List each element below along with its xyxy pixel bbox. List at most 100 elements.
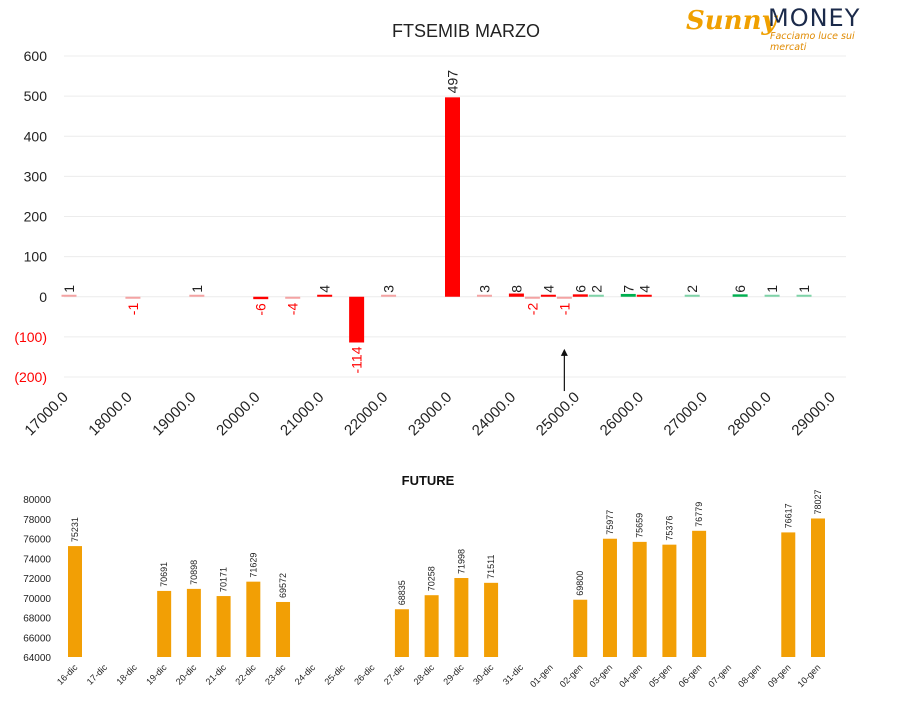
data-label: 68835	[397, 580, 407, 605]
x-tick-label: 05-gen	[647, 662, 674, 689]
x-tick-label: 01-gen	[528, 662, 555, 689]
bar	[572, 294, 588, 297]
x-tick-label: 08-gen	[736, 662, 763, 689]
chart2-title: FUTURE	[402, 473, 455, 488]
bar	[636, 294, 652, 297]
data-label: 75659	[635, 513, 645, 538]
data-label: 6	[572, 285, 588, 293]
y-tick-label: 100	[24, 249, 48, 265]
bar	[61, 294, 77, 297]
bar	[796, 294, 812, 297]
y-tick-label: 0	[39, 289, 47, 305]
bar	[556, 296, 572, 299]
bar	[692, 530, 707, 657]
bar	[476, 294, 492, 297]
bar	[811, 518, 825, 657]
x-tick-label: 26-dic	[352, 662, 377, 687]
bar	[246, 581, 261, 657]
x-tick-label: 09-gen	[766, 662, 793, 689]
bar	[125, 296, 141, 299]
x-tick-label: 25-dic	[322, 662, 347, 687]
logo-sunny-text: Sunny	[686, 6, 777, 36]
bar	[602, 538, 617, 657]
y-tick-label: 70000	[23, 594, 51, 605]
chart2-bars	[68, 518, 825, 657]
x-tick-label: 18000.0	[85, 389, 135, 439]
data-label: 71511	[486, 554, 496, 578]
x-tick-label: 02-gen	[558, 662, 585, 689]
y-tick-label: 64000	[23, 653, 51, 664]
data-label: 75376	[664, 516, 674, 541]
data-label: 76779	[694, 502, 704, 527]
chart1-x-axis: 17000.0 18000.0 19000.0 20000.0 21000.0 22000…	[21, 389, 838, 439]
bar	[620, 293, 636, 297]
bar	[424, 595, 439, 657]
data-label: 70171	[219, 567, 229, 592]
x-tick-label: 17000.0	[21, 389, 71, 439]
future-chart: FUTURE 80000 78000 76000 74000 72000 70000 680…	[23, 473, 825, 689]
chart1-arrow-marker	[560, 348, 568, 392]
data-label: 71998	[456, 549, 466, 574]
x-tick-label: 30-dic	[471, 662, 496, 687]
data-label: 4	[317, 285, 333, 293]
bar	[285, 296, 301, 299]
x-tick-label: 22-dic	[233, 662, 258, 687]
data-label: 497	[445, 70, 461, 94]
bar	[317, 294, 333, 297]
x-tick-label: 19-dic	[144, 662, 169, 687]
y-tick-label: 68000	[23, 614, 51, 625]
chart2-data-labels: 75231 70691 70898 70171 71629 69572 68835 70258…	[70, 489, 823, 605]
data-label: 75977	[605, 510, 615, 535]
y-tick-label: 78000	[23, 515, 51, 526]
bar	[394, 609, 409, 657]
x-tick-label: 23-dic	[263, 662, 288, 687]
x-tick-label: 21-dic	[204, 662, 229, 687]
data-label: -114	[349, 346, 365, 373]
y-tick-label: 66000	[23, 633, 51, 644]
bar	[253, 296, 269, 300]
bar	[632, 541, 647, 657]
data-label: 1	[189, 285, 205, 293]
x-tick-label: 22000.0	[341, 389, 391, 439]
chart2-x-axis: 16-dic 17-dic 18-dic 19-dic 20-dic 21-dic 22-d…	[55, 662, 822, 689]
x-tick-label: 26000.0	[597, 389, 647, 439]
bar	[157, 590, 172, 657]
data-label: -1	[556, 303, 572, 316]
data-label: 76617	[783, 503, 793, 528]
bar	[732, 294, 748, 297]
chart1-bars	[61, 97, 812, 343]
x-tick-label: 25000.0	[533, 389, 583, 439]
data-label: 71629	[248, 553, 258, 578]
data-label: 78027	[813, 489, 823, 514]
data-label: 1	[61, 285, 77, 293]
data-label: 70898	[189, 560, 199, 585]
chart1-y-axis: 600 500 400 300 200 100 0 (100) (200)	[14, 48, 47, 385]
x-tick-label: 10-gen	[796, 662, 823, 689]
x-tick-label: 28000.0	[725, 389, 775, 439]
y-tick-label: 400	[24, 128, 48, 144]
bar	[573, 599, 588, 657]
x-tick-label: 31-dic	[501, 662, 526, 687]
bar	[189, 294, 205, 297]
x-tick-label: 19000.0	[149, 389, 199, 439]
y-tick-label: 72000	[23, 574, 51, 585]
data-label: -2	[524, 303, 540, 316]
x-tick-label: 06-gen	[677, 662, 704, 689]
x-tick-label: 16-dic	[55, 662, 80, 687]
bar	[781, 532, 796, 657]
bar	[454, 578, 469, 657]
bar	[68, 546, 82, 657]
data-label: 69572	[278, 573, 288, 598]
bar	[524, 296, 540, 299]
data-label: 3	[381, 285, 397, 293]
ftsemib-options-chart: FTSEMIB MARZO 600 500 400 300 200 100 0 (100) (2…	[14, 21, 846, 439]
bar	[684, 294, 700, 297]
bar	[349, 296, 365, 343]
bar	[445, 97, 460, 297]
y-tick-label: 76000	[23, 535, 51, 546]
logo-tagline: Facciamo luce sui mercati	[770, 31, 855, 53]
data-label: 69800	[575, 571, 585, 596]
x-tick-label: 29000.0	[788, 389, 838, 439]
x-tick-label: 20000.0	[213, 389, 263, 439]
data-label: 70258	[427, 566, 437, 591]
